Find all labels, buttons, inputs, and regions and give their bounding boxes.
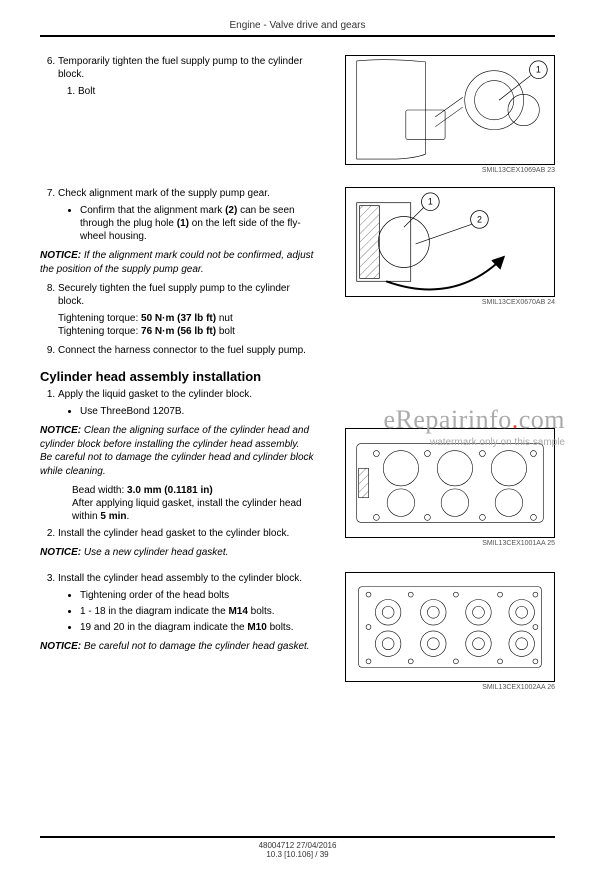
step-8: Securely tighten the fuel supply pump to… [58,282,318,338]
step-6-sub1: Bolt [78,85,318,98]
bead-imp: (0.1181 in) [164,485,212,496]
page-footer: 48004712 27/04/2016 10.3 [10.106] / 39 [0,836,595,859]
s2b2b: M14 [228,606,247,617]
s2-step-1: Apply the liquid gasket to the cylinder … [58,388,318,418]
notice-4-label: NOTICE: [40,641,81,652]
step-list-8: Securely tighten the fuel supply pump to… [58,282,318,357]
s2b3b: M10 [247,622,266,633]
step-6-text: Temporarily tighten the fuel supply pump… [58,56,303,80]
s2-step-list-3: Install the cylinder head assembly to th… [58,572,318,634]
step-7-bullets: Confirm that the alignment mark (2) can … [80,204,318,243]
s2b2c: bolts. [248,606,275,617]
s2b3c: bolts. [267,622,294,633]
step-7-b1a: Confirm that the alignment mark [80,205,225,216]
step-6-sublist: Bolt [78,85,318,98]
figure-23-caption: SMIL13CEX1069AB 23 [345,167,555,174]
figure-23: 1 [345,55,555,165]
step8-t1a: Tightening torque: [58,313,141,324]
figure-26 [345,572,555,682]
notice-3-label: NOTICE: [40,547,81,558]
footer-rule [40,836,555,838]
s2-step-3-b3: 19 and 20 in the diagram indicate the M1… [80,621,318,634]
figure-25 [345,428,555,538]
step-list-7: Check alignment mark of the supply pump … [58,187,318,243]
step8-t2d: bolt [216,326,235,337]
notice-2-text1: Clean the aligning surface of the cylind… [40,425,309,450]
step-7-bullet1: Confirm that the alignment mark (2) can … [80,204,318,243]
s2-step-2-text: Install the cylinder head gasket to the … [58,528,289,539]
bead-val: 3.0 mm [127,485,161,496]
figure-25-caption: SMIL13CEX1001AA 25 [345,540,555,547]
step8-t1b: 50 N·m [141,313,174,324]
notice-1-text: If the alignment mark could not be confi… [40,250,313,275]
notice-3: NOTICE: Use a new cylinder head gasket. [40,546,318,560]
notice-1: NOTICE: If the alignment mark could not … [40,249,318,276]
s2-step-3-b1: Tightening order of the head bolts [80,589,318,602]
step-6: Temporarily tighten the fuel supply pump… [58,55,318,98]
notice-2-text2: Be careful not to damage the cylinder he… [40,452,314,477]
s2-step-3-text: Install the cylinder head assembly to th… [58,573,302,584]
footer-line2: 10.3 [10.106] / 39 [0,850,595,859]
page-header: Engine - Valve drive and gears [40,20,555,31]
step-9: Connect the harness connector to the fue… [58,344,318,357]
s2b2a: 1 - 18 in the diagram indicate the [80,606,228,617]
s2-step-1-text: Apply the liquid gasket to the cylinder … [58,389,252,400]
step8-t1d: nut [216,313,233,324]
step-9-text: Connect the harness connector to the fue… [58,345,306,356]
s2-step-3: Install the cylinder head assembly to th… [58,572,318,634]
bead-after2: 5 min [100,511,126,522]
step-7: Check alignment mark of the supply pump … [58,187,318,243]
figure-24: 1 2 [345,187,555,297]
notice-1-label: NOTICE: [40,250,81,261]
notice-4: NOTICE: Be careful not to damage the cyl… [40,640,318,654]
step-7-mark2: (2) [225,205,237,216]
header-rule [40,35,555,37]
bead-prefix: Bead width: [72,485,127,496]
notice-4-text: Be careful not to damage the cylinder he… [84,641,310,652]
s2-step-1-b1: Use ThreeBond 1207B. [80,405,318,418]
footer-line1: 48004712 27/04/2016 [0,841,595,850]
bead-width: Bead width: 3.0 mm (0.1181 in) After app… [72,484,318,523]
s2-step-3-b2: 1 - 18 in the diagram indicate the M14 b… [80,605,318,618]
s2-step-2: Install the cylinder head gasket to the … [58,527,318,540]
bead-after3: . [126,511,129,522]
figure-26-caption: SMIL13CEX1002AA 26 [345,684,555,691]
s2-step-list-2: Install the cylinder head gasket to the … [58,527,318,540]
step8-t2b: 76 N·m [141,326,174,337]
page-content: Temporarily tighten the fuel supply pump… [40,55,555,702]
s2-step-1-bullets: Use ThreeBond 1207B. [80,405,318,418]
notice-3-text: Use a new cylinder head gasket. [84,547,229,558]
step8-t1c: (37 lb ft) [174,313,216,324]
svg-text:2: 2 [477,214,482,224]
step-7-text: Check alignment mark of the supply pump … [58,188,270,199]
step-7-mark1: (1) [177,218,189,229]
notice-2-label: NOTICE: [40,425,81,436]
svg-text:1: 1 [428,197,433,207]
s2-step-list-1: Apply the liquid gasket to the cylinder … [58,388,318,418]
step-8-text: Securely tighten the fuel supply pump to… [58,283,290,307]
figure-24-caption: SMIL13CEX0670AB 24 [345,299,555,306]
s2-step-3-bullets: Tightening order of the head bolts 1 - 1… [80,589,318,634]
section-cylinder-head: Cylinder head assembly installation [40,369,555,384]
svg-text:1: 1 [536,65,541,75]
s2b3a: 19 and 20 in the diagram indicate the [80,622,247,633]
step8-t2c: (56 lb ft) [174,326,216,337]
step8-t2a: Tightening torque: [58,326,141,337]
step-list-6: Temporarily tighten the fuel supply pump… [58,55,318,98]
notice-2: NOTICE: Clean the aligning surface of th… [40,424,318,478]
